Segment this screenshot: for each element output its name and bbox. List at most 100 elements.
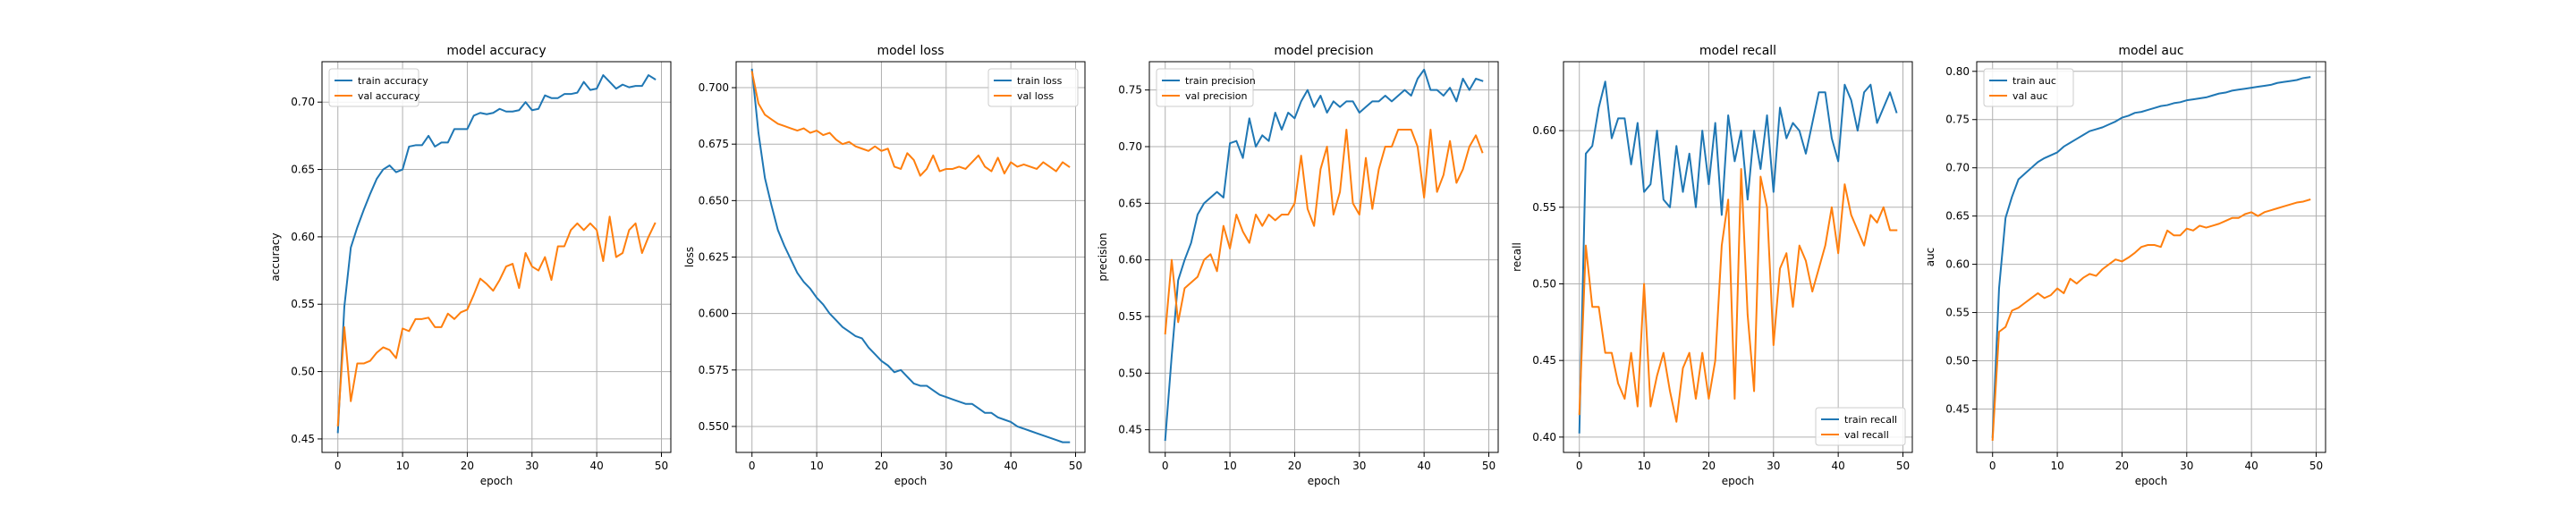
x-tick-label: 10	[1637, 460, 1650, 472]
legend: train precision val precision	[1156, 68, 1256, 107]
y-tick-label: 0.60	[1532, 124, 1556, 137]
y-tick-label: 0.75	[1945, 114, 1970, 126]
y-tick-label: 0.75	[1118, 84, 1142, 97]
x-tick-label: 0	[749, 460, 756, 472]
series-line-val	[1578, 167, 1898, 423]
y-tick-label: 0.60	[291, 231, 315, 243]
series-line-val	[1164, 129, 1484, 335]
y-tick-label: 0.70	[1945, 162, 1970, 174]
legend-label-val: val recall	[1844, 429, 1889, 441]
y-tick-label: 0.55	[291, 298, 315, 310]
y-tick-label: 0.45	[1118, 424, 1142, 436]
y-tick-label: 0.70	[291, 96, 315, 108]
y-tick-label: 0.45	[291, 433, 315, 445]
legend-label-train: train auc	[2012, 75, 2056, 87]
series-line-train	[1991, 76, 2311, 438]
x-tick-label: 30	[525, 460, 538, 472]
legend: train accuracy val accuracy	[328, 68, 428, 107]
y-tick-label: 0.700	[699, 81, 729, 94]
x-tick-label: 30	[1352, 460, 1366, 472]
series-line-val	[750, 71, 1071, 177]
legend-label-val: val accuracy	[358, 90, 420, 102]
x-tick-label: 20	[461, 460, 474, 472]
axes-frame	[1563, 61, 1913, 453]
legend-box	[987, 68, 1079, 107]
x-axis-label: epoch	[1308, 475, 1341, 487]
axes-frame	[1148, 61, 1499, 453]
series-line-train	[750, 68, 1071, 443]
x-tick-label: 10	[2050, 460, 2063, 472]
chart-title: model recall	[1699, 44, 1776, 58]
subplot-1: 0 10 20 30 40 50 0.45 0.50 0.55 0.60 0.65 0.70 model…	[269, 44, 672, 487]
chart-title: model loss	[877, 44, 944, 58]
subplot-5: 0 10 20 30 40 50 0.45 0.50 0.55 0.60 0.65 0.70 0.75 0…	[1924, 44, 2326, 487]
y-tick-label: 0.575	[699, 364, 729, 376]
y-axis-label: loss	[683, 247, 696, 267]
x-axis-label: epoch	[480, 475, 513, 487]
x-tick-label: 40	[2245, 460, 2258, 472]
series-line-train	[1578, 80, 1898, 434]
y-tick-label: 0.65	[291, 164, 315, 176]
series-line-val	[336, 215, 657, 426]
y-tick-label: 0.55	[1118, 310, 1142, 323]
axes-frame	[321, 61, 672, 453]
x-tick-label: 50	[1482, 460, 1496, 472]
y-tick-label: 0.50	[1945, 354, 1970, 367]
x-tick-label: 0	[1576, 460, 1583, 472]
x-tick-label: 20	[1288, 460, 1301, 472]
subplot-3: 0 10 20 30 40 50 0.45 0.50 0.55 0.60 0.65 0.70 0.75 m…	[1097, 44, 1499, 487]
axes-frame	[1976, 61, 2326, 453]
x-tick-label: 0	[1989, 460, 1996, 472]
x-tick-label: 20	[875, 460, 888, 472]
x-tick-label: 50	[2309, 460, 2323, 472]
y-tick-label: 0.55	[1532, 201, 1556, 214]
y-tick-label: 0.45	[1945, 402, 1970, 415]
y-tick-label: 0.60	[1945, 258, 1970, 271]
series-line-train	[1164, 68, 1484, 442]
y-tick-label: 0.650	[699, 194, 729, 207]
x-tick-label: 50	[655, 460, 668, 472]
y-tick-label: 0.65	[1945, 210, 1970, 223]
y-tick-label: 0.80	[1945, 65, 1970, 78]
legend-label-train: train recall	[1844, 414, 1897, 426]
x-tick-label: 50	[1896, 460, 1910, 472]
legend-label-train: train precision	[1185, 75, 1256, 87]
legend-box	[1815, 407, 1906, 446]
y-tick-label: 0.60	[1118, 254, 1142, 266]
legend-box	[1983, 68, 2074, 107]
y-tick-label: 0.50	[1118, 367, 1142, 379]
legend: train recall val recall	[1815, 407, 1906, 446]
x-tick-label: 0	[1162, 460, 1169, 472]
y-tick-label: 0.40	[1532, 431, 1556, 443]
y-tick-label: 0.50	[291, 366, 315, 378]
subplot-2: 0 10 20 30 40 50 0.550 0.575 0.600 0.625 0.650 0.67…	[683, 44, 1086, 487]
y-tick-label: 0.45	[1532, 354, 1556, 367]
series-line-val	[1991, 198, 2311, 442]
y-tick-label: 0.550	[699, 420, 729, 433]
y-tick-label: 0.50	[1532, 277, 1556, 290]
chart-title: model precision	[1274, 44, 1373, 58]
y-tick-label: 0.55	[1945, 307, 1970, 319]
y-axis-label: recall	[1511, 242, 1523, 272]
legend-label-train: train loss	[1017, 75, 1063, 87]
x-tick-label: 40	[1832, 460, 1845, 472]
y-axis-label: auc	[1924, 248, 1936, 267]
x-axis-label: epoch	[2135, 475, 2168, 487]
x-tick-label: 40	[1418, 460, 1431, 472]
legend-box	[1156, 68, 1254, 107]
legend: train auc val auc	[1983, 68, 2074, 107]
y-tick-label: 0.65	[1118, 197, 1142, 209]
x-tick-label: 20	[1702, 460, 1716, 472]
y-axis-label: precision	[1097, 232, 1109, 281]
x-tick-label: 0	[335, 460, 342, 472]
subplot-4: 0 10 20 30 40 50 0.40 0.45 0.50 0.55 0.60 model rec…	[1511, 44, 1913, 487]
legend-label-val: val loss	[1017, 90, 1054, 102]
legend-label-train: train accuracy	[358, 75, 428, 87]
legend-label-val: val precision	[1185, 90, 1247, 102]
chart-title: model auc	[2118, 44, 2183, 58]
y-tick-label: 0.625	[699, 251, 729, 264]
x-tick-label: 30	[1767, 460, 1780, 472]
series-line-train	[336, 74, 657, 434]
x-tick-label: 50	[1069, 460, 1082, 472]
legend: train loss val loss	[987, 68, 1079, 107]
